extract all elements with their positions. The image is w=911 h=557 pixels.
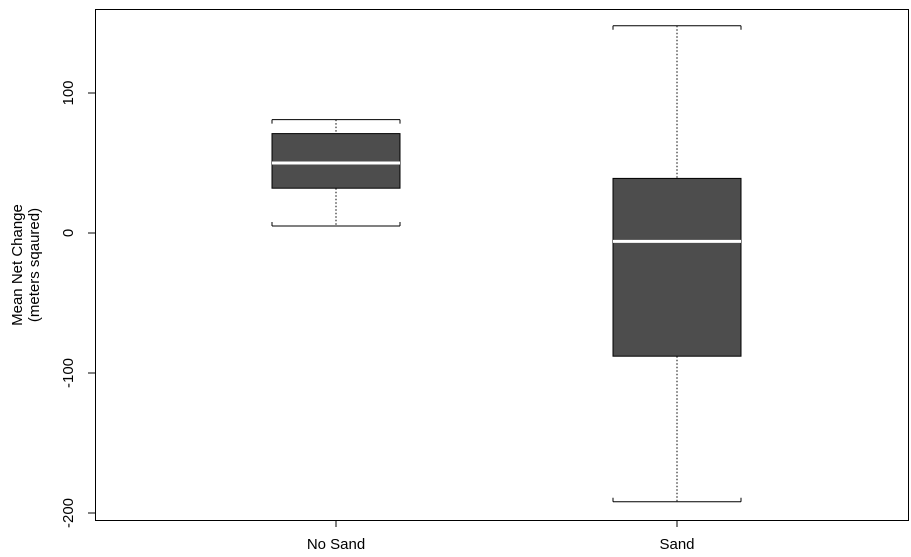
box-group	[612, 25, 742, 503]
box-iqr	[271, 133, 401, 189]
x-tick-label: Sand	[659, 536, 694, 553]
plot-frame	[95, 9, 909, 521]
y-tick-label: -100	[60, 358, 77, 388]
y-axis-label-line-1: Mean Net Change	[9, 204, 26, 326]
box-iqr	[612, 177, 742, 357]
boxes	[271, 25, 742, 503]
x-tick-label: No Sand	[307, 536, 365, 553]
box-group	[271, 119, 401, 227]
y-tick-label: -200	[60, 498, 77, 528]
y-axis: -200 -100 0 100	[60, 80, 95, 528]
y-axis-label-line-2: (meters sqaured)	[26, 208, 43, 322]
y-tick-label: 100	[60, 80, 77, 105]
x-axis: No Sand Sand	[307, 520, 695, 553]
y-tick-label: 0	[60, 229, 77, 237]
